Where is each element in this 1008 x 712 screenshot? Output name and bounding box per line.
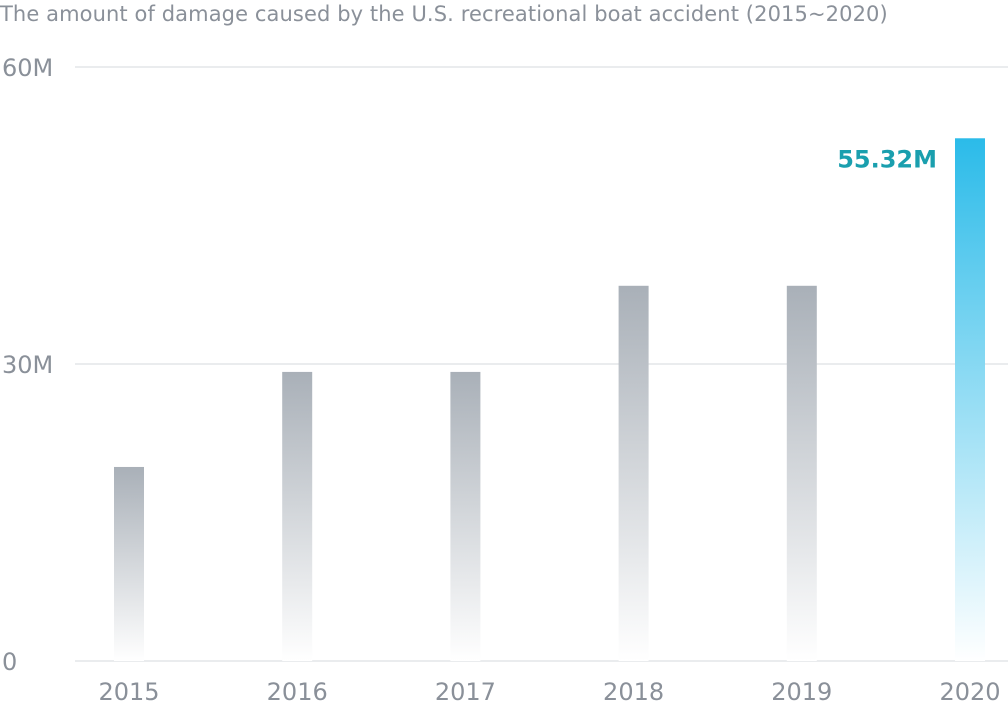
bar-2020 (955, 138, 985, 661)
gridlines (75, 66, 1008, 662)
x-tick-label: 2019 (771, 678, 832, 706)
x-tick-label: 2015 (98, 678, 159, 706)
y-tick-label: 60M (2, 54, 53, 82)
y-tick-label: 0 (2, 648, 17, 676)
data-label-2020: 55.32M (837, 145, 937, 173)
bar-2016 (282, 371, 313, 661)
bar-2015 (114, 466, 144, 661)
x-axis: 2015 2016 2017 2018 2019 2020 (98, 678, 1000, 706)
bar-2019 (786, 285, 817, 661)
y-tick-label: 30M (2, 351, 53, 379)
y-axis: 0 30M 60M (2, 54, 53, 676)
bar-2017 (450, 371, 481, 661)
x-tick-label: 2020 (939, 678, 1000, 706)
x-tick-label: 2016 (267, 678, 328, 706)
bar-2018 (618, 285, 649, 661)
chart-title: The amount of damage caused by the U.S. … (0, 2, 888, 26)
x-tick-label: 2017 (435, 678, 496, 706)
annotations: 55.32M (837, 145, 937, 173)
bars (114, 138, 985, 661)
x-tick-label: 2018 (603, 678, 664, 706)
